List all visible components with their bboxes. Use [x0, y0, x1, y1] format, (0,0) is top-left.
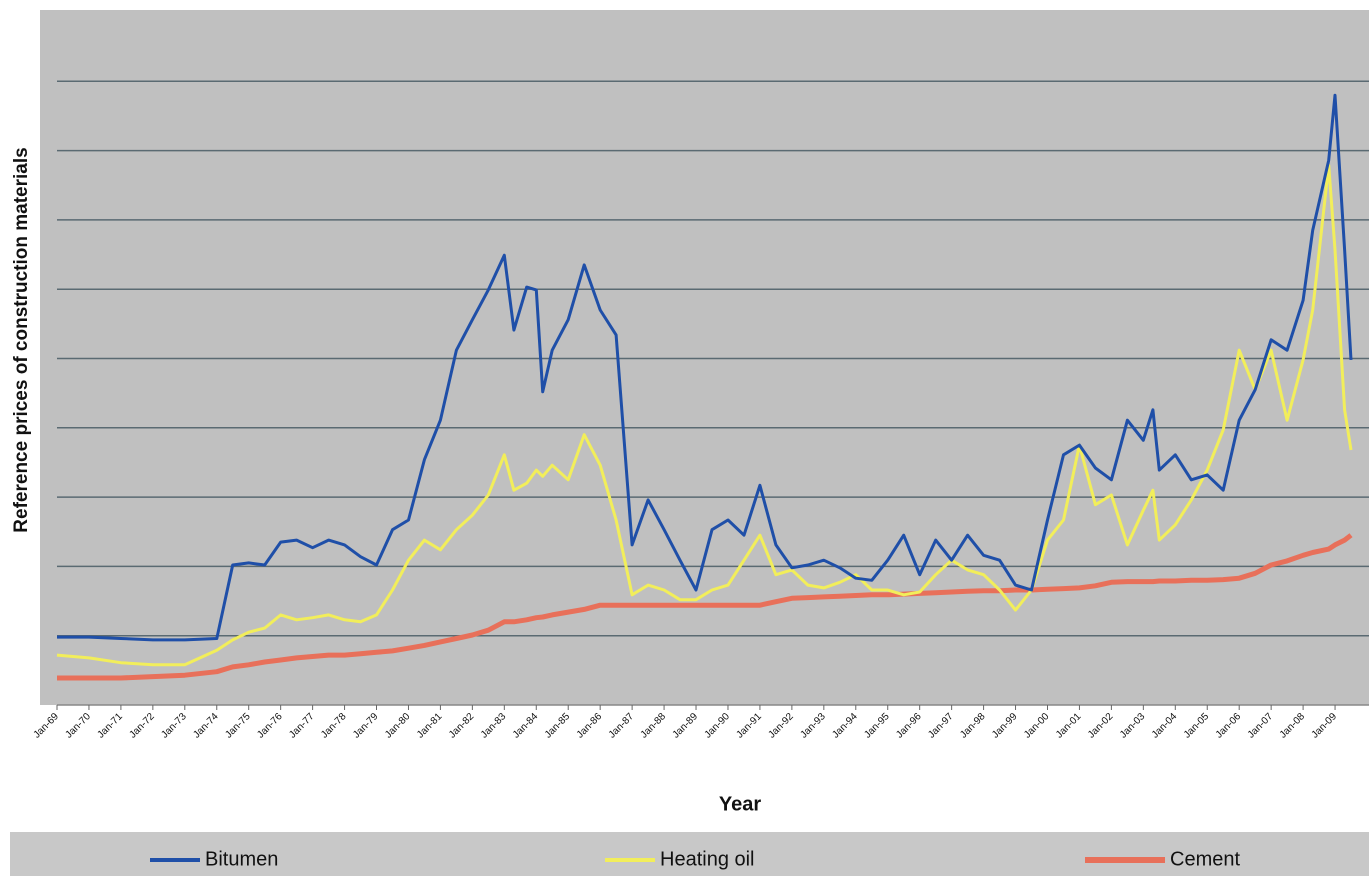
- legend-label: Cement: [1170, 848, 1240, 870]
- x-tick-label: Jan-98: [958, 711, 988, 741]
- x-tick-label: Jan-93: [798, 711, 828, 741]
- x-tick-label: Jan-00: [1022, 711, 1052, 741]
- x-tick-label: Jan-97: [926, 711, 956, 741]
- x-tick-label: Jan-84: [511, 711, 541, 741]
- x-tick-label: Jan-08: [1278, 711, 1308, 741]
- x-tick-label: Jan-91: [735, 711, 765, 741]
- x-tick-label: Jan-89: [671, 711, 701, 741]
- x-tick-label: Jan-94: [830, 711, 860, 741]
- x-tick-label: Jan-71: [95, 711, 125, 741]
- x-tick-label: Jan-95: [862, 711, 892, 741]
- x-tick-label: Jan-82: [447, 711, 477, 741]
- x-tick-label: Jan-09: [1310, 711, 1340, 741]
- x-tick-label: Jan-03: [1118, 711, 1148, 741]
- x-tick-label: Jan-74: [191, 711, 221, 741]
- x-tick-label: Jan-90: [703, 711, 733, 741]
- x-tick-label: Jan-05: [1182, 711, 1212, 741]
- x-tick-label: Jan-80: [383, 711, 413, 741]
- x-tick-label: Jan-96: [894, 711, 924, 741]
- x-tick-label: Jan-01: [1054, 711, 1084, 741]
- x-tick-label: Jan-70: [64, 711, 94, 741]
- legend-label: Heating oil: [660, 848, 755, 870]
- series-line: [57, 533, 1353, 681]
- x-tick-label: Jan-04: [1150, 711, 1180, 741]
- series-line: [57, 93, 1353, 642]
- x-tick-label: Jan-75: [223, 711, 253, 741]
- y-axis-title: Reference prices of construction materia…: [11, 147, 32, 532]
- legend-label: Bitumen: [205, 848, 278, 870]
- plot-background: [40, 10, 1369, 705]
- x-tick-label: Jan-73: [159, 711, 189, 741]
- x-tick-label: Jan-78: [319, 711, 349, 741]
- x-tick-label: Jan-99: [990, 711, 1020, 741]
- x-tick-label: Jan-07: [1246, 711, 1276, 741]
- x-tick-label: Jan-83: [479, 711, 509, 741]
- x-tick-label: Jan-85: [543, 711, 573, 741]
- x-tick-label: Jan-06: [1214, 711, 1244, 741]
- x-tick-label: Jan-81: [415, 711, 445, 741]
- x-tick-label: Jan-77: [287, 711, 317, 741]
- legend-background: [10, 832, 1369, 876]
- x-tick-label: Jan-87: [607, 711, 637, 741]
- x-axis-title: Year: [719, 793, 761, 815]
- series-line: [56, 163, 1353, 667]
- x-tick-label: Jan-79: [351, 711, 381, 741]
- x-tick-label: Jan-92: [766, 711, 796, 741]
- x-tick-label: Jan-86: [575, 711, 605, 741]
- x-tick-label: Jan-72: [127, 711, 157, 741]
- x-tick-label: Jan-02: [1086, 711, 1116, 741]
- x-tick-label: Jan-69: [32, 711, 62, 741]
- x-tick-label: Jan-76: [255, 711, 285, 741]
- x-tick-label: Jan-88: [639, 711, 669, 741]
